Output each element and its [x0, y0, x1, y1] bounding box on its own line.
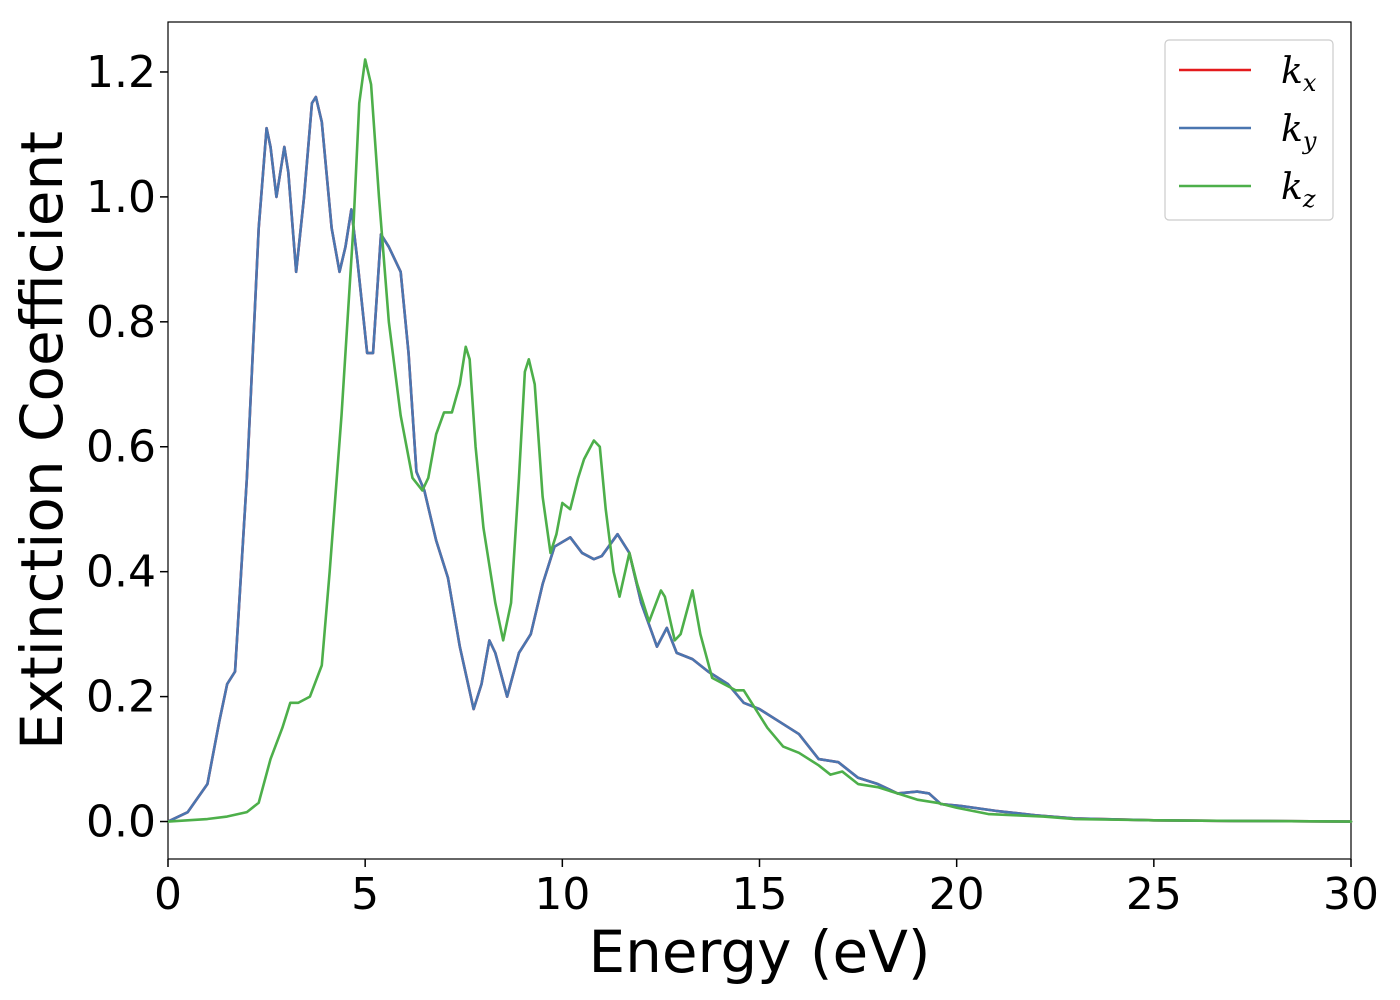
- legend-label-k-z: kz: [1281, 167, 1316, 213]
- y-tick-label: 1.2: [86, 47, 156, 98]
- plot-area: [166, 21, 1353, 860]
- x-tick-label: 25: [1126, 869, 1182, 920]
- y-tick-label: 1.0: [86, 172, 156, 223]
- y-tick-label: 0.4: [86, 547, 156, 598]
- y-tick-label: 0.2: [86, 672, 156, 723]
- series-line-k-z: [166, 58, 1353, 823]
- x-tick-label: 0: [154, 869, 182, 920]
- legend-label-k-y: ky: [1281, 109, 1317, 155]
- legend: kx ky kz: [1164, 39, 1334, 221]
- y-tick-label: 0.8: [86, 297, 156, 348]
- y-axis-label: Extinction Coefficient: [8, 131, 76, 750]
- y-axis-ticks: 0.0 0.2 0.4 0.6 0.8 1.0 1.2: [86, 47, 168, 848]
- x-axis-ticks: 0 5 10 15 20 25 30: [154, 859, 1379, 920]
- x-axis-label: Energy (eV): [588, 918, 930, 986]
- x-tick-label: 20: [929, 869, 985, 920]
- x-tick-label: 5: [351, 869, 379, 920]
- legend-box: [1164, 39, 1334, 221]
- y-tick-label: 0.0: [86, 797, 156, 848]
- x-tick-label: 15: [732, 869, 788, 920]
- plot-frame: [167, 21, 1352, 860]
- x-tick-label: 30: [1323, 869, 1379, 920]
- x-tick-label: 10: [534, 869, 590, 920]
- legend-label-k-x: kx: [1281, 51, 1317, 97]
- series-layer: [166, 58, 1353, 823]
- y-tick-label: 0.6: [86, 422, 156, 473]
- series-line-k-y: [166, 95, 1353, 823]
